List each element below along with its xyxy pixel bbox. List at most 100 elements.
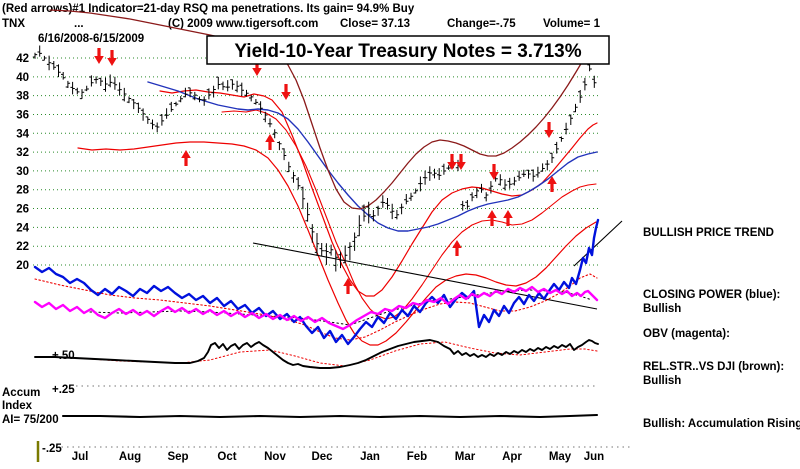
- rel-str-status: Bullish: [643, 375, 681, 387]
- price-bar: [159, 114, 165, 126]
- month-label-dec: Dec: [311, 451, 333, 463]
- chart-title: Yield-10-Year Treasury Notes = 3.713%: [234, 41, 581, 62]
- accum-index-line: [34, 339, 599, 369]
- price-bar: [61, 72, 66, 80]
- price-bar: [375, 205, 381, 216]
- accum-label-line2: Index: [2, 400, 33, 412]
- price-bar: [540, 163, 545, 172]
- buy-arrow-icon: [503, 210, 513, 226]
- price-bar: [319, 243, 324, 257]
- price-bar: [155, 122, 160, 133]
- price-bar: [277, 141, 282, 151]
- price-bar: [394, 209, 400, 220]
- price-bar: [324, 243, 329, 265]
- price-bar: [150, 119, 155, 130]
- price-bar: [460, 200, 465, 211]
- y-tick-24: 24: [16, 222, 29, 234]
- y-tick-32: 32: [16, 147, 29, 159]
- bottom-indicator-lines: [33, 218, 600, 462]
- price-bar: [535, 166, 541, 178]
- price-bar: [531, 169, 536, 182]
- price-bar: [385, 198, 390, 210]
- price-bar: [573, 103, 578, 113]
- price-bar: [136, 102, 141, 113]
- price-bar: [526, 169, 531, 179]
- price-bar: [225, 80, 230, 92]
- price-bar: [112, 76, 118, 90]
- price-bar: [98, 77, 103, 86]
- price-bar: [404, 194, 409, 205]
- price-bar: [441, 163, 447, 175]
- price-bar: [258, 101, 263, 114]
- price-bar: [164, 108, 169, 119]
- x-axis-month-labels: Jul Aug Sep Oct Nov Dec Jan Feb Mar Apr May Jun: [72, 451, 605, 463]
- price-bar: [498, 174, 503, 186]
- y-tick-40: 40: [16, 72, 29, 84]
- price-bar: [361, 204, 367, 222]
- price-bar: [178, 96, 183, 103]
- price-bar: [582, 77, 588, 91]
- price-bar: [465, 200, 470, 210]
- price-trend-note: BULLISH PRICE TREND: [643, 227, 774, 239]
- price-bar: [56, 64, 61, 78]
- buy-arrow-icon: [547, 176, 557, 192]
- trendline: [252, 242, 598, 310]
- price-bar: [131, 99, 136, 110]
- price-bar: [347, 242, 353, 261]
- price-bar: [140, 108, 146, 121]
- price-bar: [117, 82, 122, 96]
- price-bar: [197, 96, 202, 103]
- price-bar: [427, 166, 432, 181]
- price-bar: [568, 114, 573, 125]
- price-ohlc-bars: [32, 45, 597, 272]
- month-label-nov: Nov: [264, 451, 286, 463]
- y-tick-20: 20: [16, 260, 29, 272]
- header-indicator-line: (Red arrows)#1 Indicator=21-day RSQ ma p…: [2, 3, 415, 15]
- scale-plus50-label: +.50: [52, 350, 75, 362]
- price-bar: [145, 116, 150, 124]
- price-bar: [380, 195, 385, 208]
- month-label-jan: Jan: [360, 451, 380, 463]
- price-bar: [366, 201, 371, 224]
- month-label-aug: Aug: [119, 451, 141, 463]
- month-label-jul: Jul: [72, 451, 89, 463]
- price-bar: [469, 192, 475, 202]
- price-bar: [512, 176, 517, 186]
- price-bar: [488, 181, 494, 194]
- price-bar: [592, 75, 597, 88]
- price-bar: [187, 87, 193, 98]
- y-axis-tick-labels: 42 40 38 36 34 32 30 28 26 24 22 20: [16, 53, 29, 272]
- price-bar: [183, 87, 188, 98]
- price-bar: [202, 96, 207, 106]
- price-bar: [521, 169, 526, 177]
- price-bar: [42, 55, 47, 61]
- price-bar: [578, 90, 583, 103]
- price-bar: [253, 99, 259, 105]
- price-bar: [37, 45, 42, 57]
- price-bar: [46, 55, 52, 71]
- price-bar: [272, 129, 277, 139]
- price-bar: [65, 80, 71, 88]
- price-bar: [286, 161, 291, 173]
- price-bar: [216, 76, 221, 90]
- ticker-symbol: TNX: [2, 18, 25, 30]
- price-bar: [263, 111, 268, 123]
- month-label-apr: Apr: [502, 451, 522, 463]
- ma-21day-line: [221, 109, 597, 320]
- price-bar: [70, 81, 75, 95]
- buy-arrow-icon: [265, 134, 275, 150]
- rel-str-label: REL.STR..VS DJI (brown):: [643, 361, 784, 373]
- price-bar: [305, 202, 310, 222]
- month-label-feb: Feb: [407, 451, 427, 463]
- price-bar: [79, 89, 85, 100]
- buy-arrow-icon: [452, 240, 462, 256]
- volume-ai-line: [61, 413, 599, 419]
- price-bar: [75, 87, 80, 95]
- price-bar: [563, 122, 569, 135]
- price-bar: [357, 215, 362, 237]
- price-bar: [502, 179, 508, 191]
- price-bar: [310, 224, 315, 243]
- month-label-jun: Jun: [584, 451, 604, 463]
